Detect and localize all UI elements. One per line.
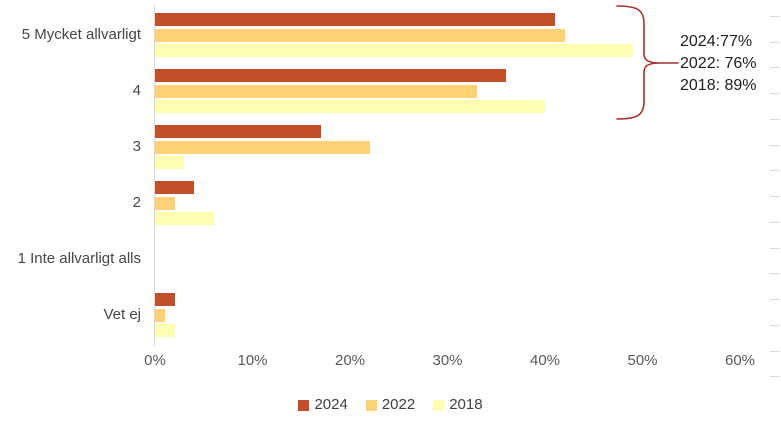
legend-swatch-icon <box>298 399 310 411</box>
legend: 2024 2022 2018 <box>0 396 781 414</box>
legend-swatch-icon <box>433 399 445 411</box>
bar-2022 <box>155 84 477 98</box>
bar-2024 <box>155 293 175 306</box>
category-label: Vet ej <box>103 306 141 323</box>
legend-label: 2018 <box>449 396 483 413</box>
bar-2022 <box>155 196 175 210</box>
bar-2022 <box>155 308 165 322</box>
brace-annotation-shape <box>616 5 679 120</box>
legend-swatch-icon <box>365 399 377 411</box>
legend-item-2022: 2022 <box>365 396 416 414</box>
bar-2018 <box>155 324 175 338</box>
bar-2018 <box>155 100 545 114</box>
right-edge-tick <box>770 144 780 146</box>
bar-2018 <box>155 156 185 170</box>
right-edge-tick <box>770 350 780 352</box>
right-edge-tick <box>770 376 780 378</box>
category-label: 2 <box>132 194 141 211</box>
legend-label: 2024 <box>314 396 348 413</box>
annotation-line-2022: 2022: 76% <box>680 55 757 72</box>
category-label: 3 <box>132 138 141 155</box>
annotation-line-2018: 2018: 89% <box>680 77 757 94</box>
bar-2024 <box>155 13 555 26</box>
x-axis-tick-label: 50% <box>627 352 658 369</box>
legend-item-2018: 2018 <box>433 396 483 414</box>
x-axis-tick-label: 10% <box>237 352 268 369</box>
right-edge-tick <box>770 324 780 326</box>
annotation-line-2024: 2024:77% <box>680 33 753 50</box>
right-edge-tick <box>770 196 780 198</box>
y-axis-line <box>154 5 155 346</box>
legend-item-2024: 2024 <box>298 396 348 414</box>
right-edge-tick <box>770 16 780 17</box>
right-edge-tick <box>770 221 780 223</box>
x-axis-tick-label: 60% <box>724 352 756 369</box>
bar-2024 <box>155 125 321 138</box>
x-axis-tick-label: 30% <box>432 352 463 369</box>
x-axis-tick-label: 40% <box>529 352 561 369</box>
right-edge-tick <box>770 247 780 249</box>
right-edge-tick <box>770 93 780 95</box>
right-edge-tick <box>770 170 780 172</box>
bar-2018 <box>155 44 633 58</box>
legend-label: 2022 <box>381 396 416 413</box>
right-edge-tick <box>770 273 780 275</box>
bar-2018 <box>155 212 214 226</box>
right-edge-tick <box>770 67 780 69</box>
category-label: 4 <box>132 82 141 99</box>
x-axis-tick-label: 20% <box>334 352 366 369</box>
category-label: 1 Inte allvarligt alls <box>17 250 141 267</box>
bar-2024 <box>155 69 506 82</box>
bar-2022 <box>155 28 565 42</box>
bar-2022 <box>155 140 370 154</box>
right-edge-tick <box>770 41 780 43</box>
bar-2024 <box>155 181 194 194</box>
annotation-text: 2024:77% 2022: 76% 2018: 89% <box>680 31 757 97</box>
right-edge-tick <box>770 118 780 120</box>
right-edge-tick <box>770 299 780 301</box>
category-label: 5 Mycket allvarligt <box>21 26 141 43</box>
x-axis-tick-label: 0% <box>144 352 166 369</box>
